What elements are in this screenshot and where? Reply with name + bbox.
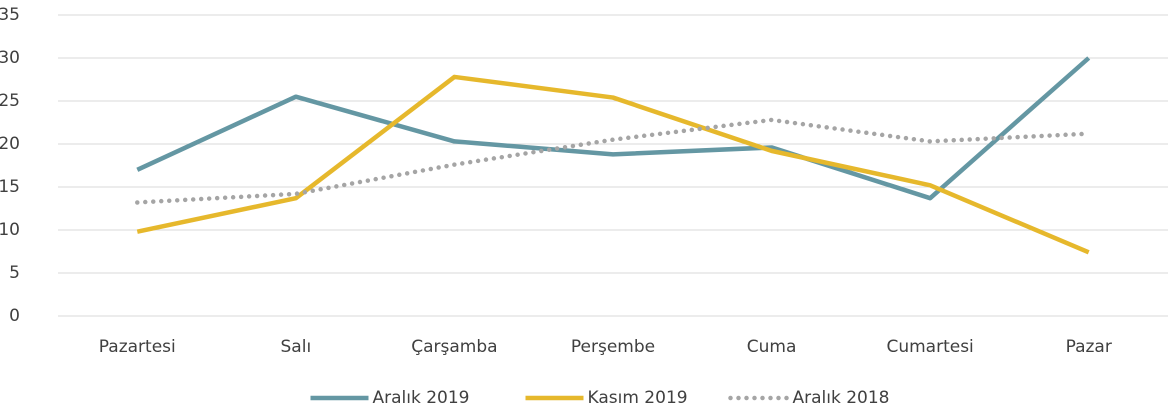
y-tick-label: 35 [0, 5, 20, 25]
y-tick-label: 25 [0, 91, 20, 111]
series-line [136, 56, 1091, 201]
x-tick-label: Cuma [747, 337, 797, 357]
y-tick-label: 5 [9, 263, 20, 283]
x-tick-label: Cumartesi [886, 337, 973, 357]
x-tick-label: Pazartesi [99, 337, 176, 357]
y-tick-label: 15 [0, 177, 20, 197]
y-tick-label: 0 [9, 306, 20, 326]
x-tick-label: Salı [281, 337, 312, 357]
y-tick-label: 10 [0, 220, 20, 240]
y-tick-label: 20 [0, 134, 20, 154]
legend-label: Aralık 2019 [373, 388, 470, 408]
x-tick-label: Çarşamba [411, 337, 497, 357]
legend-label: Aralık 2018 [793, 388, 890, 408]
x-tick-label: Pazar [1066, 337, 1112, 357]
y-tick-label: 30 [0, 48, 20, 68]
x-tick-label: Perşembe [571, 337, 655, 357]
series-line [136, 74, 1090, 255]
legend-label: Kasım 2019 [588, 388, 688, 408]
series-line [135, 117, 1091, 205]
